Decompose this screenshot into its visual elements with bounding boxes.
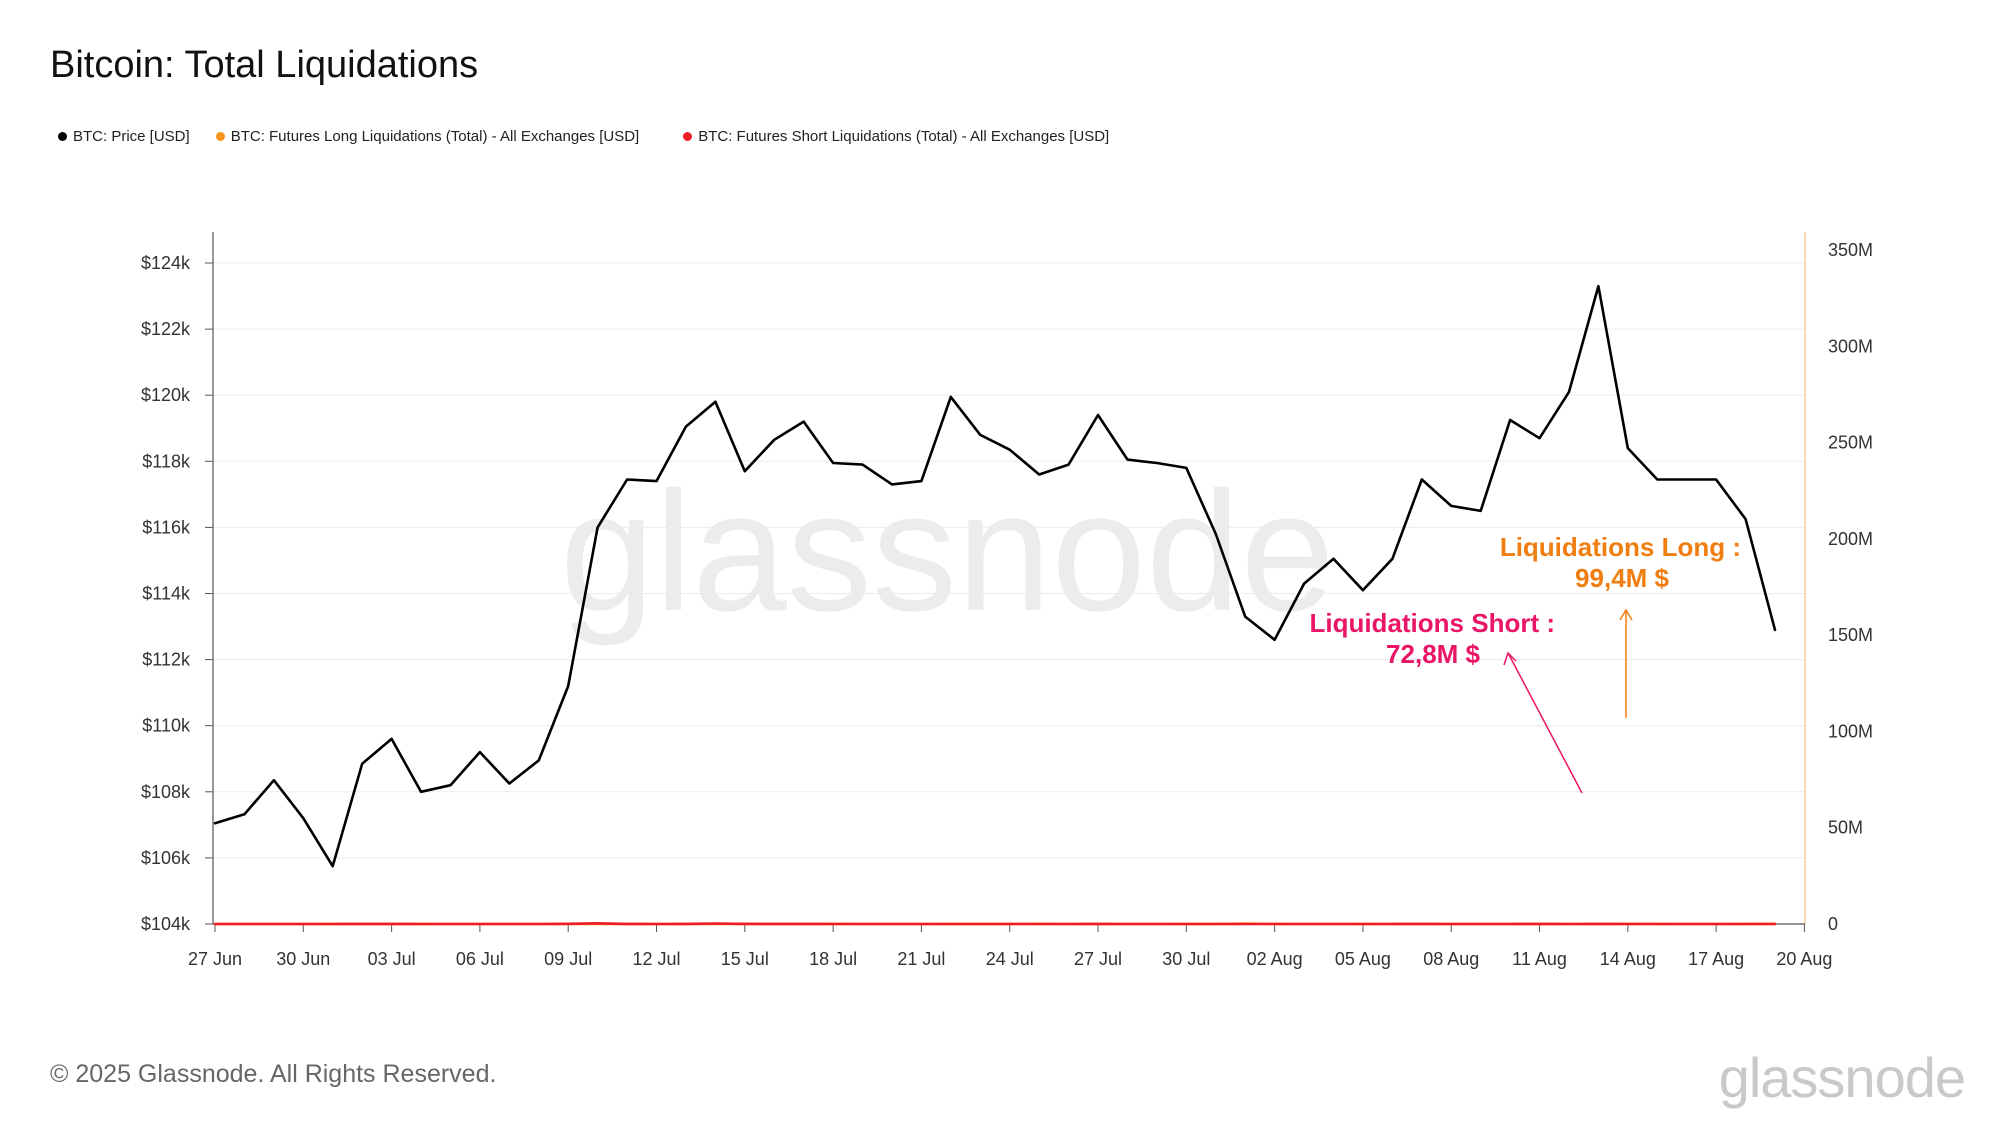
x-tick-label-16: 14 Aug: [1600, 949, 1656, 969]
legend-dot-long: [215, 132, 225, 141]
left-tick-label-6: $116k: [142, 517, 191, 537]
brand-logo: glassnode: [1718, 1046, 1966, 1109]
copyright-text: © 2025 Glassnode. All Rights Reserved.: [50, 1060, 497, 1088]
legend-label-short: BTC: Futures Short Liquidations (Total) …: [698, 128, 1110, 145]
left-tick-label-1: $106k: [141, 848, 191, 868]
x-tick-label-8: 21 Jul: [897, 949, 945, 969]
chart-series: [213, 284, 1777, 926]
left-tick-label-3: $110k: [142, 716, 191, 736]
x-tick-label-9: 24 Jul: [986, 949, 1034, 969]
long-annotation-arrowhead: [1619, 608, 1633, 621]
left-tick-label-0: $104k: [141, 914, 191, 934]
right-tick-label-5: 250M: [1828, 433, 1873, 453]
legend-item-price[interactable]: BTC: Price [USD]: [58, 128, 190, 145]
legend-label-price: BTC: Price [USD]: [73, 128, 190, 145]
short-annotation-arrowhead: [1503, 651, 1517, 666]
x-tick-label-12: 02 Aug: [1247, 949, 1303, 969]
right-tick-label-2: 100M: [1828, 721, 1873, 741]
left-tick-label-4: $112k: [142, 650, 191, 670]
long-annotation-value: 99,4M $: [1575, 563, 1669, 593]
long-annotation-title: Liquidations Long :: [1500, 532, 1741, 562]
right-tick-label-3: 150M: [1828, 625, 1873, 645]
x-axis-ticks: 27 Jun 30 Jun 03 Jul 06 Jul 09 Jul 12 Jul 15 J…: [188, 924, 1832, 969]
x-tick-label-13: 05 Aug: [1335, 949, 1391, 969]
right-tick-label-0: 0: [1828, 914, 1838, 934]
legend-item-long-liquidations[interactable]: BTC: Futures Long Liquidations (Total) -…: [215, 128, 640, 145]
legend-dot-short: [683, 132, 693, 141]
watermark-text: glassnode: [560, 457, 1335, 647]
short-annotation-value: 72,8M $: [1386, 639, 1480, 669]
chart-legend: BTC: Price [USD] BTC: Futures Long Liqui…: [58, 128, 1109, 145]
right-axis-ticks: 0 50M 100M 150M 200M 250M 300M 350M: [1828, 240, 1873, 934]
x-tick-label-0: 27 Jun: [188, 949, 242, 969]
left-tick-label-9: $122k: [141, 319, 191, 339]
legend-dot-price: [58, 132, 67, 141]
left-axis-ticks: $104k $106k $108k $110k $112k $114k $116k $118k…: [141, 253, 213, 934]
right-tick-label-6: 300M: [1828, 336, 1873, 356]
x-tick-label-4: 09 Jul: [544, 949, 592, 969]
left-tick-label-8: $120k: [141, 385, 191, 405]
x-tick-label-1: 30 Jun: [276, 949, 330, 969]
left-tick-label-5: $114k: [142, 584, 191, 604]
right-tick-label-1: 50M: [1828, 818, 1863, 838]
x-tick-label-11: 30 Jul: [1162, 949, 1210, 969]
x-tick-label-14: 08 Aug: [1423, 949, 1479, 969]
right-tick-label-7: 350M: [1828, 240, 1873, 260]
left-tick-label-10: $124k: [141, 253, 191, 273]
left-tick-label-7: $118k: [142, 451, 191, 471]
grid-lines: [213, 262, 1805, 925]
short-liquidations-line: [213, 921, 1777, 926]
page-title: Bitcoin: Total Liquidations: [50, 44, 479, 86]
legend-label-long: BTC: Futures Long Liquidations (Total) -…: [230, 128, 640, 145]
x-tick-label-7: 18 Jul: [809, 949, 857, 969]
x-tick-label-18: 20 Aug: [1776, 949, 1832, 969]
x-tick-label-15: 11 Aug: [1512, 949, 1567, 969]
x-tick-label-2: 03 Jul: [368, 949, 416, 969]
x-tick-label-5: 12 Jul: [632, 949, 680, 969]
right-tick-label-4: 200M: [1828, 529, 1873, 549]
x-tick-label-17: 17 Aug: [1688, 949, 1744, 969]
chart-annotations: Liquidations Long : 99,4M $ Liquidations…: [1309, 532, 1741, 794]
short-annotation-arrow-line: [1507, 652, 1583, 794]
price-line: [213, 284, 1777, 868]
x-tick-label-6: 15 Jul: [721, 949, 769, 969]
x-tick-label-3: 06 Jul: [456, 949, 504, 969]
short-annotation-title: Liquidations Short :: [1309, 608, 1555, 638]
x-tick-label-10: 27 Jul: [1074, 949, 1122, 969]
legend-item-short-liquidations[interactable]: BTC: Futures Short Liquidations (Total) …: [683, 128, 1109, 145]
left-tick-label-2: $108k: [141, 782, 191, 802]
